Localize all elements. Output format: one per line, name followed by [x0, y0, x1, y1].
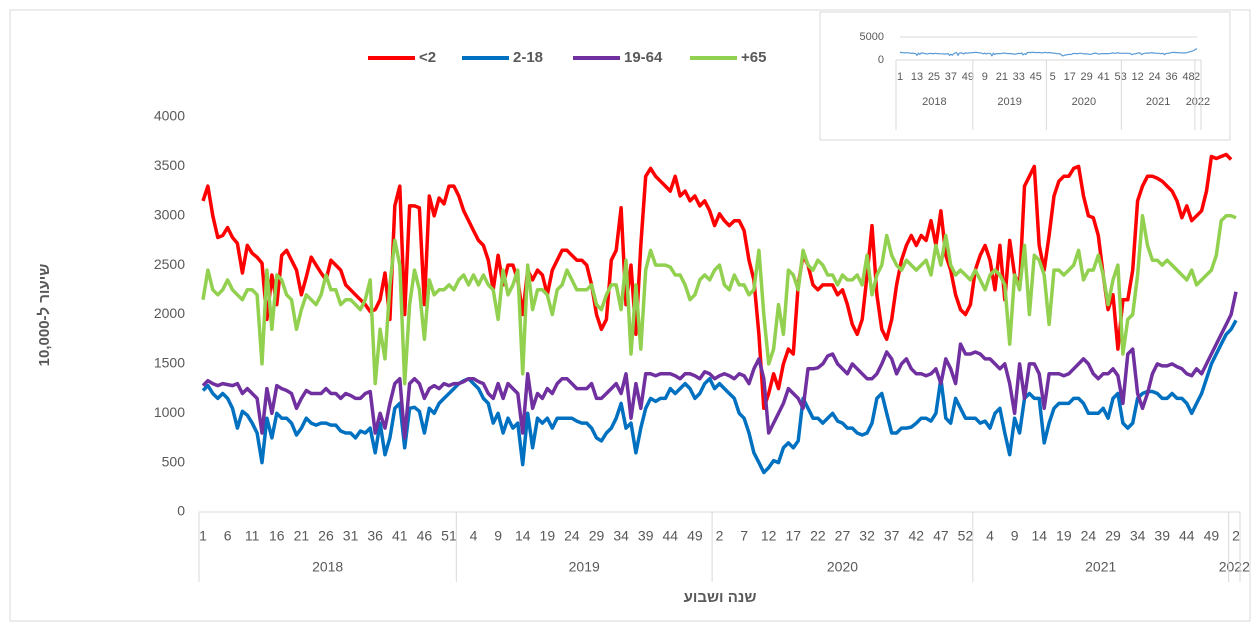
y-tick-label: 0 [177, 503, 185, 519]
x-tick-label: 48 [1182, 71, 1194, 83]
series-line [201, 291, 1238, 440]
x-tick-label: 9 [982, 71, 988, 83]
x-tick-label: 52 [958, 528, 974, 544]
x-tick-label: 32 [859, 528, 875, 544]
x-tick-label: 4 [470, 528, 478, 544]
x-tick-label: 39 [1154, 528, 1170, 544]
x-tick-label: 37 [945, 71, 957, 83]
x-tick-label: 41 [392, 528, 408, 544]
legend-label: 19-64 [624, 49, 663, 66]
series-line [899, 47, 1198, 57]
x-tick-label: 2 [1232, 528, 1240, 544]
x-group-label: 2019 [569, 559, 600, 575]
y-tick-label: 5000 [860, 31, 884, 43]
x-tick-label: 42 [908, 528, 924, 544]
x-tick-label: 45 [1030, 71, 1042, 83]
x-tick-label: 49 [687, 528, 703, 544]
x-group-label: 2019 [997, 96, 1021, 108]
x-tick-label: 19 [1056, 528, 1072, 544]
x-tick-label: 49 [962, 71, 974, 83]
x-tick-label: 6 [224, 528, 232, 544]
y-tick-label: 2500 [154, 256, 185, 272]
x-tick-label: 12 [761, 528, 777, 544]
x-tick-label: 1 [897, 71, 903, 83]
x-group-label: 2018 [922, 96, 946, 108]
legend-label: +65 [741, 49, 766, 66]
x-tick-label: 17 [785, 528, 801, 544]
x-tick-label: 26 [318, 528, 334, 544]
x-tick-label: 29 [1105, 528, 1121, 544]
y-tick-label: 500 [162, 453, 186, 469]
x-tick-label: 39 [638, 528, 654, 544]
x-group-label: 2022 [1219, 559, 1250, 575]
y-tick-label: 2000 [154, 305, 185, 321]
x-tick-label: 11 [245, 528, 260, 544]
legend-label: 2-18 [513, 49, 543, 66]
y-axis-title: שיעור ל-10,000 [36, 264, 53, 367]
x-tick-label: 33 [1013, 71, 1025, 83]
x-tick-label: 36 [1165, 71, 1177, 83]
y-tick-label: 3000 [154, 206, 185, 222]
x-group-label: 2022 [1186, 96, 1210, 108]
inset-border [819, 11, 1231, 141]
x-tick-label: 4 [986, 528, 994, 544]
x-tick-label: 21 [294, 528, 310, 544]
series-line [201, 214, 1237, 386]
x-tick-label: 31 [343, 528, 359, 544]
x-tick-label: 51 [441, 528, 457, 544]
x-tick-label: 29 [1081, 71, 1093, 83]
x-tick-label: 34 [613, 528, 629, 544]
x-tick-label: 49 [1204, 528, 1220, 544]
x-tick-label: 16 [269, 528, 285, 544]
x-tick-label: 13 [911, 71, 923, 83]
legend-label: <2 [419, 49, 436, 66]
y-tick-label: 4000 [154, 108, 185, 124]
x-tick-label: 24 [564, 528, 580, 544]
x-tick-label: 12 [1131, 71, 1143, 83]
x-axis-title: שנה ושבוע [684, 589, 757, 606]
x-tick-label: 41 [1098, 71, 1110, 83]
y-tick-label: 0 [878, 54, 884, 66]
y-tick-label: 1500 [154, 355, 185, 371]
x-tick-label: 27 [835, 528, 851, 544]
x-tick-label: 19 [540, 528, 556, 544]
x-tick-label: 44 [1179, 528, 1195, 544]
x-group-label: 2021 [1085, 559, 1116, 575]
x-group-label: 2018 [312, 559, 343, 575]
x-tick-label: 24 [1081, 528, 1097, 544]
x-tick-label: 21 [996, 71, 1008, 83]
x-tick-label: 24 [1148, 71, 1160, 83]
x-tick-label: 22 [810, 528, 826, 544]
x-tick-label: 44 [663, 528, 679, 544]
x-tick-label: 29 [589, 528, 605, 544]
x-tick-label: 7 [740, 528, 748, 544]
series-line [201, 319, 1238, 475]
y-tick-label: 3500 [154, 157, 185, 173]
x-group-label: 2020 [827, 559, 858, 575]
x-tick-label: 14 [515, 528, 531, 544]
x-tick-label: 46 [417, 528, 433, 544]
x-tick-label: 2 [1194, 71, 1200, 83]
series-line [201, 152, 1233, 411]
x-tick-label: 47 [933, 528, 949, 544]
x-tick-label: 37 [884, 528, 900, 544]
x-group-label: 2021 [1146, 96, 1170, 108]
x-tick-label: 9 [494, 528, 502, 544]
x-group-label: 2020 [1072, 96, 1096, 108]
y-tick-label: 1000 [154, 404, 185, 420]
x-tick-label: 34 [1130, 528, 1146, 544]
x-tick-label: 53 [1115, 71, 1127, 83]
x-tick-label: 9 [1011, 528, 1019, 544]
x-tick-label: 25 [928, 71, 940, 83]
x-tick-label: 17 [1064, 71, 1076, 83]
x-tick-label: 36 [367, 528, 383, 544]
x-tick-label: 14 [1031, 528, 1047, 544]
x-tick-label: 1 [199, 528, 207, 544]
x-tick-label: 5 [1050, 71, 1056, 83]
x-tick-label: 2 [716, 528, 724, 544]
